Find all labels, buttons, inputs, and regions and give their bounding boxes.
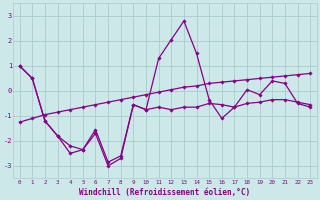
X-axis label: Windchill (Refroidissement éolien,°C): Windchill (Refroidissement éolien,°C) — [79, 188, 251, 197]
